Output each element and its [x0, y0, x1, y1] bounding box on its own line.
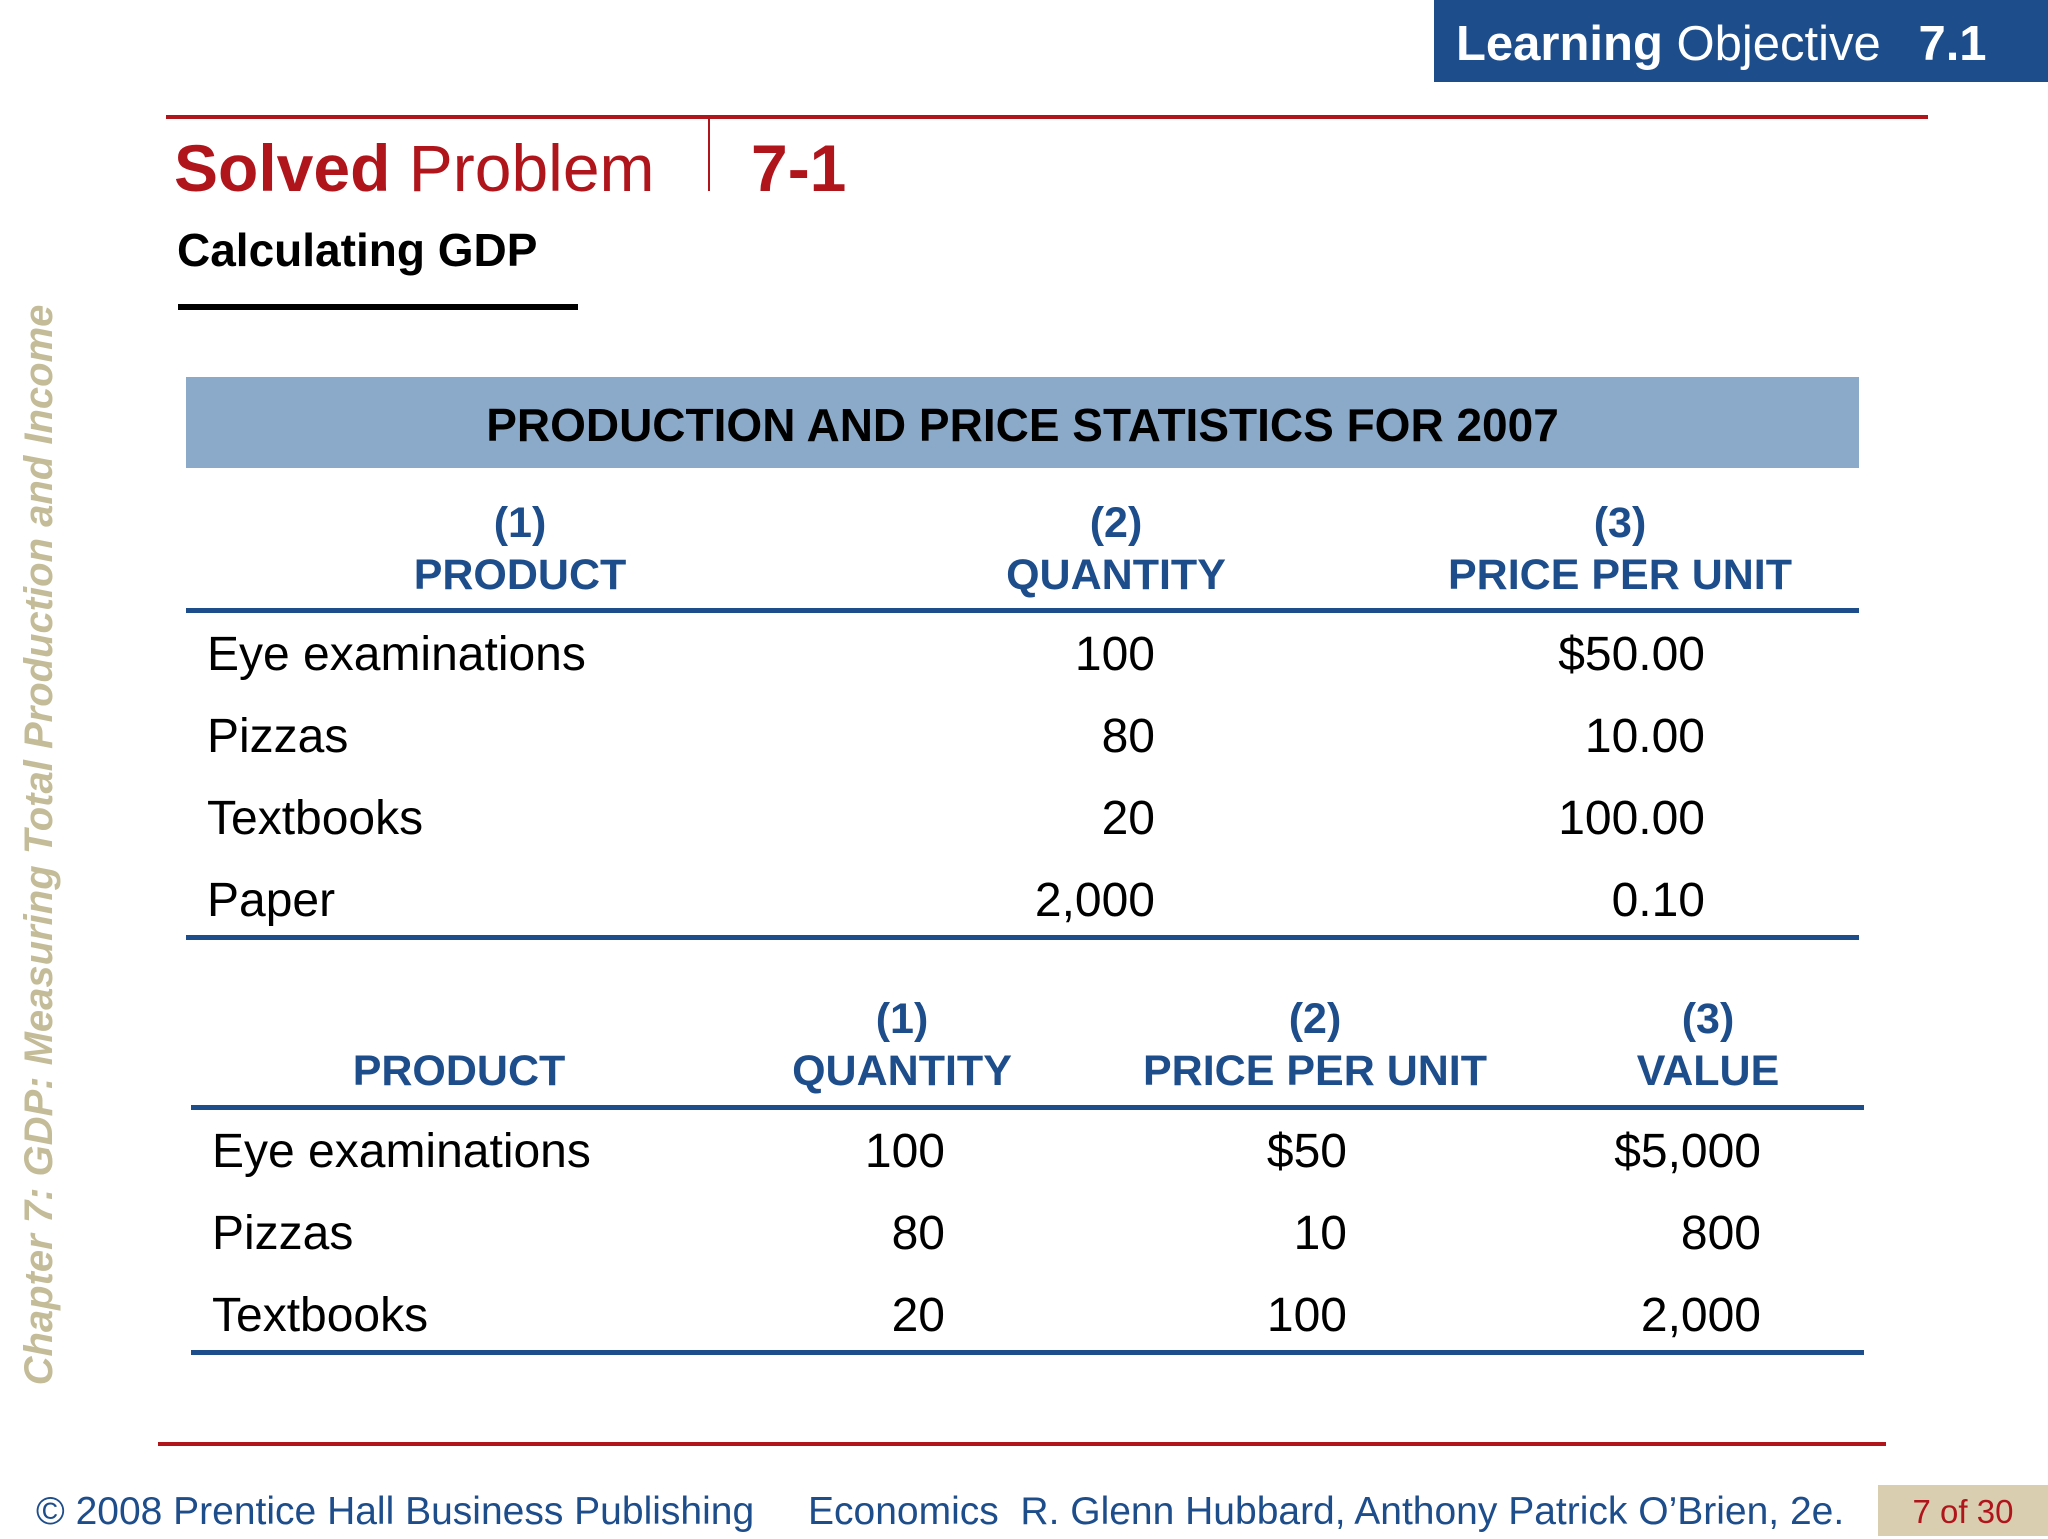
- table2-header-product: PRODUCT: [259, 993, 659, 1097]
- table2-header-product-num: [259, 993, 659, 1045]
- table1-row2-quantity: 80: [1101, 710, 1155, 763]
- table1-row2-price: 10.00: [1584, 710, 1705, 763]
- table2-row3-price: 100: [1266, 1289, 1347, 1342]
- subtitle: Calculating GDP: [177, 224, 538, 276]
- table1-header-price-num: (3): [1593, 499, 1647, 547]
- table1-header-product-num: (1): [493, 499, 547, 547]
- lo-number: 7.1: [1918, 17, 1987, 71]
- table2-bottom-rule: [191, 1350, 1864, 1355]
- top-divider: [166, 115, 1928, 119]
- table2-row2-quantity: 80: [891, 1207, 945, 1260]
- table1-header-product: (1) PRODUCT: [320, 497, 720, 601]
- table1-row3-quantity: 20: [1101, 792, 1155, 845]
- table2-header-value: (3) VALUE: [1508, 993, 1908, 1097]
- table1-banner: PRODUCTION AND PRICE STATISTICS FOR 2007: [186, 377, 1859, 468]
- table2-row2-product: Pizzas: [212, 1207, 354, 1260]
- subtitle-underline: [178, 304, 578, 310]
- table2-row1-product: Eye examinations: [212, 1125, 591, 1178]
- table2-header-price-label: PRICE PER UNIT: [1142, 1047, 1488, 1095]
- table1-row4-quantity: 2,000: [1034, 874, 1155, 927]
- table2-row1-value: $5,000: [1614, 1125, 1761, 1178]
- table2-header-rule: [191, 1105, 1864, 1110]
- table2-row3-quantity: 20: [891, 1289, 945, 1342]
- table2-row1-price: $50: [1266, 1125, 1347, 1178]
- table2-header-quantity: (1) QUANTITY: [702, 993, 1102, 1097]
- table2-header-price-num: (2): [1288, 995, 1342, 1043]
- page-title: Solved Problem: [174, 128, 655, 208]
- table1-bottom-rule: [186, 935, 1859, 940]
- table2-header-value-num: (3): [1681, 995, 1735, 1043]
- table1-row1-quantity: 100: [1074, 628, 1155, 681]
- table1-row2-product: Pizzas: [207, 710, 349, 763]
- lo-regular: Objective: [1676, 17, 1881, 71]
- table1-header-quantity-num: (2): [1089, 499, 1143, 547]
- table1-row4-price: 0.10: [1611, 874, 1705, 927]
- table2-row2-value: 800: [1680, 1207, 1761, 1260]
- bottom-divider: [158, 1442, 1886, 1446]
- table2-header-value-label: VALUE: [1636, 1047, 1780, 1095]
- table1-row1-product: Eye examinations: [207, 628, 586, 681]
- table2-row1-quantity: 100: [864, 1125, 945, 1178]
- table2-header-product-label: PRODUCT: [352, 1047, 566, 1095]
- table1-row3-price: 100.00: [1558, 792, 1705, 845]
- lo-bold: Learning: [1456, 17, 1663, 71]
- table1-header-price-label: PRICE PER UNIT: [1447, 551, 1793, 599]
- title-divider: [708, 118, 710, 191]
- table1-row3-product: Textbooks: [207, 792, 424, 845]
- table2-row3-value: 2,000: [1640, 1289, 1761, 1342]
- title-regular: Problem: [408, 131, 655, 205]
- table1-header-quantity-label: QUANTITY: [1006, 551, 1226, 599]
- table1-header-quantity: (2) QUANTITY: [916, 497, 1316, 601]
- table2-row2-price: 10: [1293, 1207, 1347, 1260]
- table1-header-price: (3) PRICE PER UNIT: [1370, 497, 1870, 601]
- table2-row3-product: Textbooks: [212, 1289, 429, 1342]
- title-number: 7-1: [751, 131, 847, 205]
- table2-header-price: (2) PRICE PER UNIT: [1065, 993, 1565, 1097]
- chapter-sidebar: Chapter 7: GDP: Measuring Total Producti…: [17, 304, 61, 1386]
- page-number: 7 of 30: [1878, 1485, 2048, 1536]
- footer-book: Economics R. Glenn Hubbard, Anthony Patr…: [808, 1490, 1845, 1533]
- table2-header-quantity-num: (1): [875, 995, 929, 1043]
- learning-objective-tab: Learning Objective 7.1: [1434, 0, 2048, 82]
- table1-header-product-label: PRODUCT: [413, 551, 627, 599]
- table1-header-rule: [186, 608, 1859, 613]
- table2-header-quantity-label: QUANTITY: [792, 1047, 1012, 1095]
- table1-row1-price: $50.00: [1558, 628, 1705, 681]
- footer-copyright: © 2008 Prentice Hall Business Publishing: [36, 1490, 755, 1533]
- title-bold: Solved: [174, 131, 391, 205]
- table1-row4-product: Paper: [207, 874, 336, 927]
